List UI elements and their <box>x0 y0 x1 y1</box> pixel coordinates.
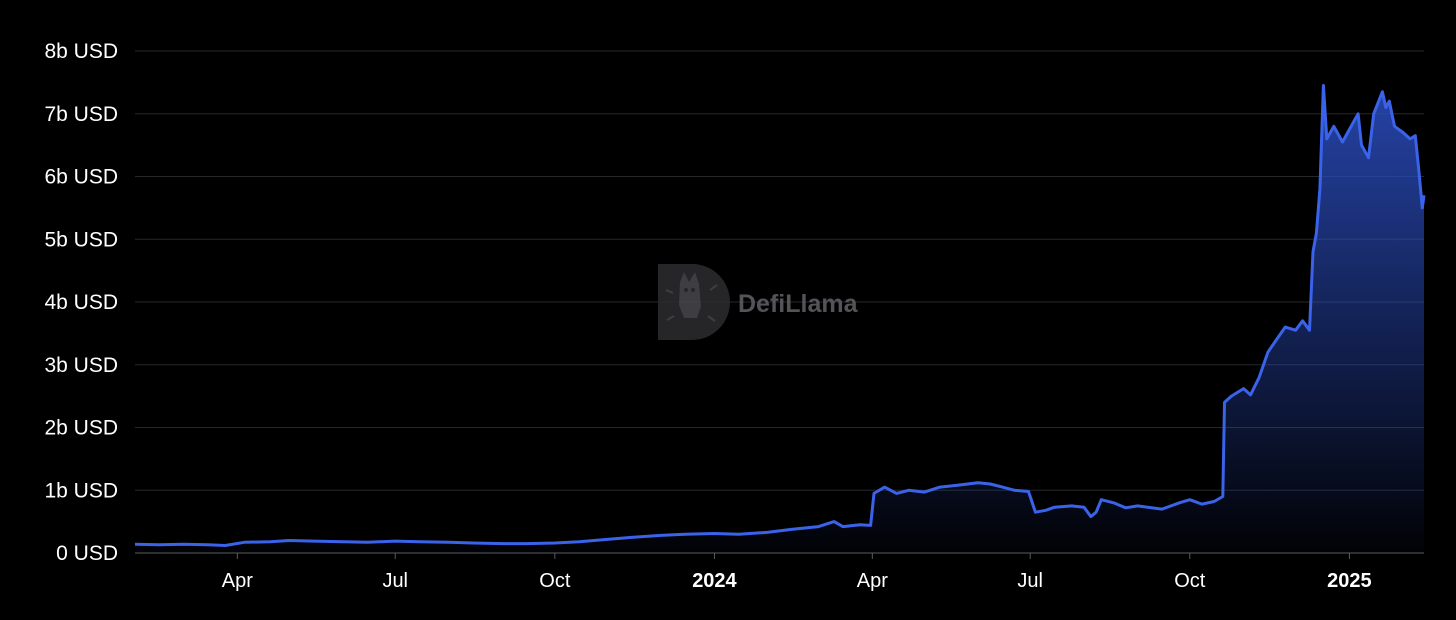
x-tick-label: Jul <box>382 570 408 592</box>
defillama-watermark: DefiLlama <box>658 264 859 340</box>
grid-lines <box>135 50 1424 491</box>
y-tick-label: 6b USD <box>44 166 118 189</box>
y-tick-label: 0 USD <box>56 542 118 565</box>
y-tick-label: 5b USD <box>44 228 118 251</box>
series-area <box>135 85 1424 553</box>
y-tick-label: 2b USD <box>44 417 118 440</box>
x-axis-ticks: Apr Jul Oct 2024 Apr Jul Oct 2025 <box>222 553 1372 592</box>
x-tick-label: Apr <box>857 570 888 592</box>
x-tick-label: Jul <box>1017 570 1043 592</box>
series-line <box>134 84 1426 547</box>
x-tick-label: Oct <box>1174 570 1206 592</box>
x-tick-label: Apr <box>222 570 253 592</box>
y-axis-labels: 0 USD 1b USD 2b USD 3b USD 4b USD 5b USD 6b US… <box>44 40 118 565</box>
y-tick-label: 3b USD <box>44 354 118 377</box>
defillama-logo-icon <box>658 264 730 340</box>
x-tick-label: 2024 <box>692 570 737 592</box>
y-tick-label: 4b USD <box>44 291 118 314</box>
y-tick-label: 1b USD <box>44 479 118 502</box>
watermark-text: DefiLlama <box>738 290 859 318</box>
x-tick-label: Oct <box>539 570 571 592</box>
x-tick-label: 2025 <box>1327 570 1372 592</box>
y-tick-label: 8b USD <box>44 40 118 63</box>
y-tick-label: 7b USD <box>44 103 118 126</box>
